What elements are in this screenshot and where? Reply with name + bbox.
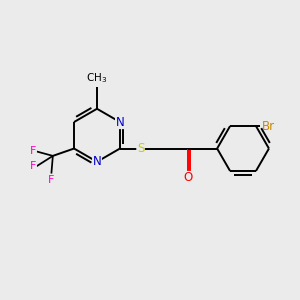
Text: F: F — [30, 146, 36, 157]
Text: F: F — [48, 175, 55, 185]
Text: O: O — [183, 172, 192, 184]
Text: N: N — [116, 116, 124, 128]
Text: N: N — [93, 155, 101, 168]
Text: CH$_3$: CH$_3$ — [86, 71, 108, 85]
Text: Br: Br — [262, 120, 275, 133]
Text: S: S — [137, 142, 144, 155]
Text: F: F — [30, 161, 36, 171]
